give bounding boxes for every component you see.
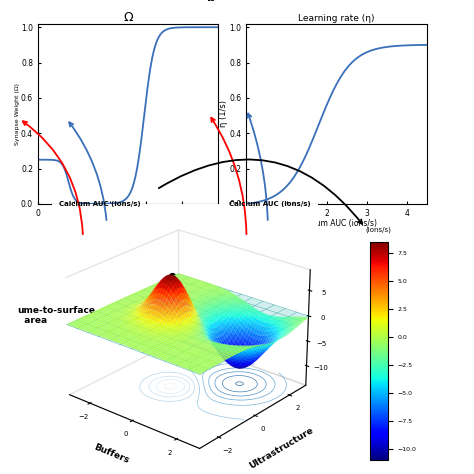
Y-axis label: Ultrastructure: Ultrastructure xyxy=(247,425,315,470)
Title: Learning rate (η): Learning rate (η) xyxy=(298,14,375,23)
Text: ume-to-surface
  area: ume-to-surface area xyxy=(18,306,96,325)
Text: Calcium AUC (ions/s): Calcium AUC (ions/s) xyxy=(229,201,311,207)
Y-axis label: Synapse Weight (Ω): Synapse Weight (Ω) xyxy=(15,83,19,145)
Text: Calcium AUC (ions/s): Calcium AUC (ions/s) xyxy=(59,201,140,207)
X-axis label: Calcium AUC (ions/s): Calcium AUC (ions/s) xyxy=(88,219,168,228)
Text: (ions/s): (ions/s) xyxy=(366,227,392,233)
Title: Ω: Ω xyxy=(123,11,133,24)
X-axis label: Calcium AUC (ions/s): Calcium AUC (ions/s) xyxy=(297,219,376,228)
Y-axis label: η (1/s): η (1/s) xyxy=(219,100,228,127)
X-axis label: Buffers: Buffers xyxy=(92,442,130,465)
Text: b: b xyxy=(207,0,216,4)
